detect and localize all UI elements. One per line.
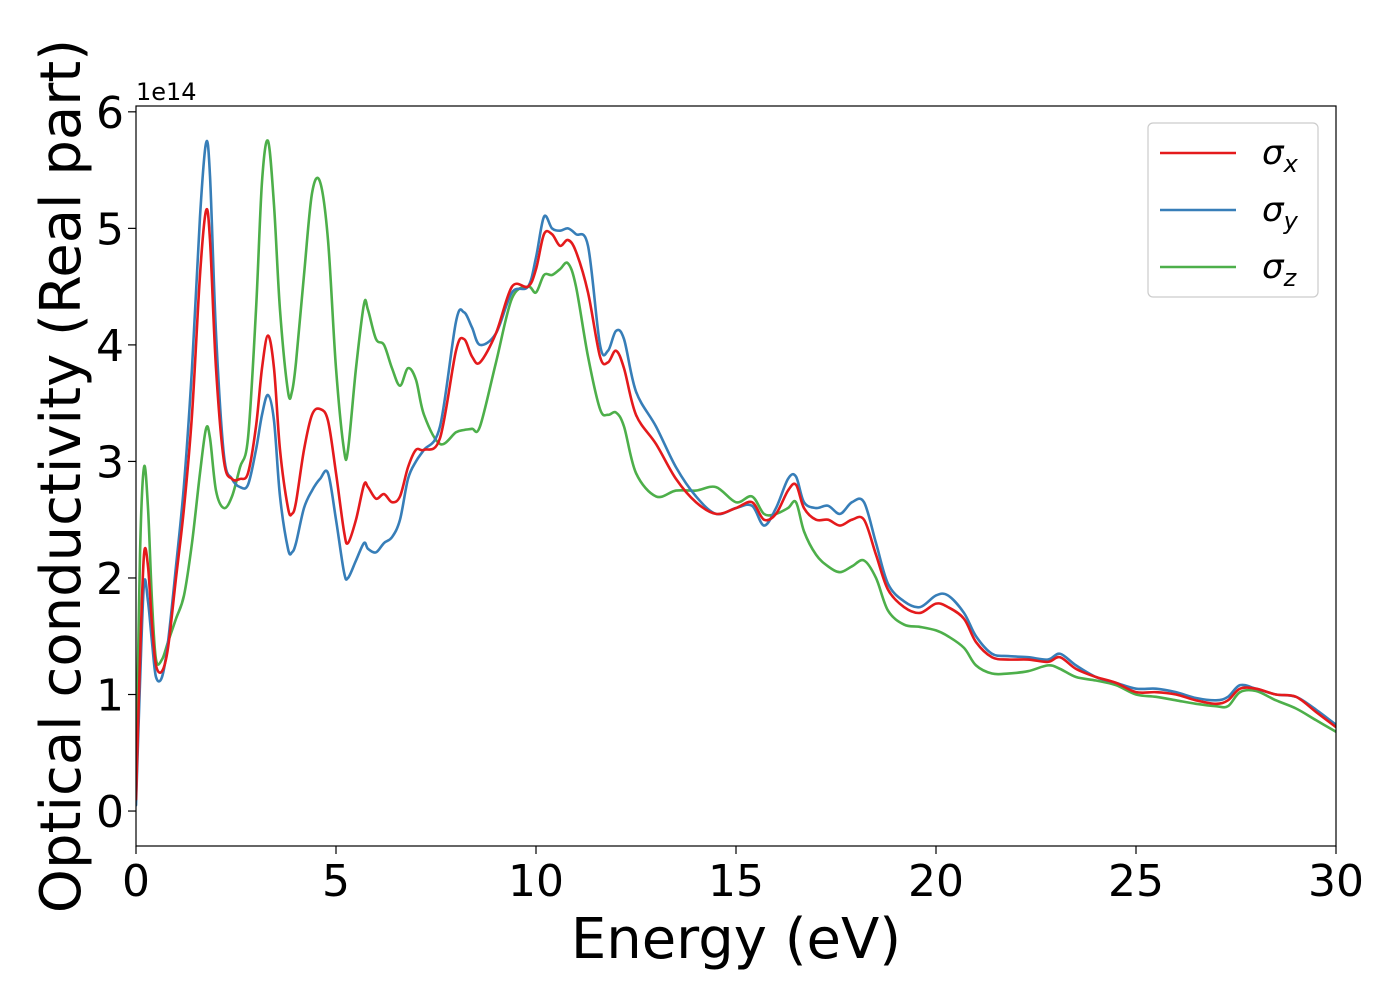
y-axis-offset-text: 1e14 — [136, 78, 197, 106]
y-tick-label: 6 — [96, 88, 124, 139]
y-axis-title: Optical conductivity (Real part) — [29, 39, 94, 913]
x-tick-label: 0 — [122, 856, 150, 907]
legend-label: σy — [1262, 190, 1299, 235]
series-line-x — [136, 207, 1336, 801]
y-tick-label: 1 — [96, 671, 124, 722]
y-tick-label: 5 — [96, 204, 124, 255]
legend-item-y: σy — [1160, 190, 1299, 235]
x-axis: 0 5 10 15 20 25 30 — [122, 846, 1364, 907]
legend-label: σz — [1262, 247, 1298, 292]
x-tick-label: 10 — [508, 856, 564, 907]
y-tick-label: 2 — [96, 554, 124, 605]
legend-item-z: σz — [1160, 247, 1298, 292]
x-tick-label: 5 — [322, 856, 350, 907]
x-tick-label: 25 — [1108, 856, 1164, 907]
legend-label: σx — [1262, 133, 1299, 178]
legend-item-x: σx — [1160, 133, 1299, 178]
y-axis: 0 1 2 3 4 5 6 — [96, 88, 136, 838]
y-tick-label: 3 — [96, 437, 124, 488]
x-tick-label: 20 — [908, 856, 964, 907]
x-tick-label: 30 — [1308, 856, 1364, 907]
y-tick-label: 4 — [96, 321, 124, 372]
plot-lines — [136, 139, 1336, 807]
legend: σx σy σz — [1147, 122, 1319, 298]
y-tick-label: 0 — [96, 787, 124, 838]
x-tick-label: 15 — [708, 856, 764, 907]
x-axis-title: Energy (eV) — [571, 907, 901, 972]
series-line-z — [136, 139, 1336, 790]
